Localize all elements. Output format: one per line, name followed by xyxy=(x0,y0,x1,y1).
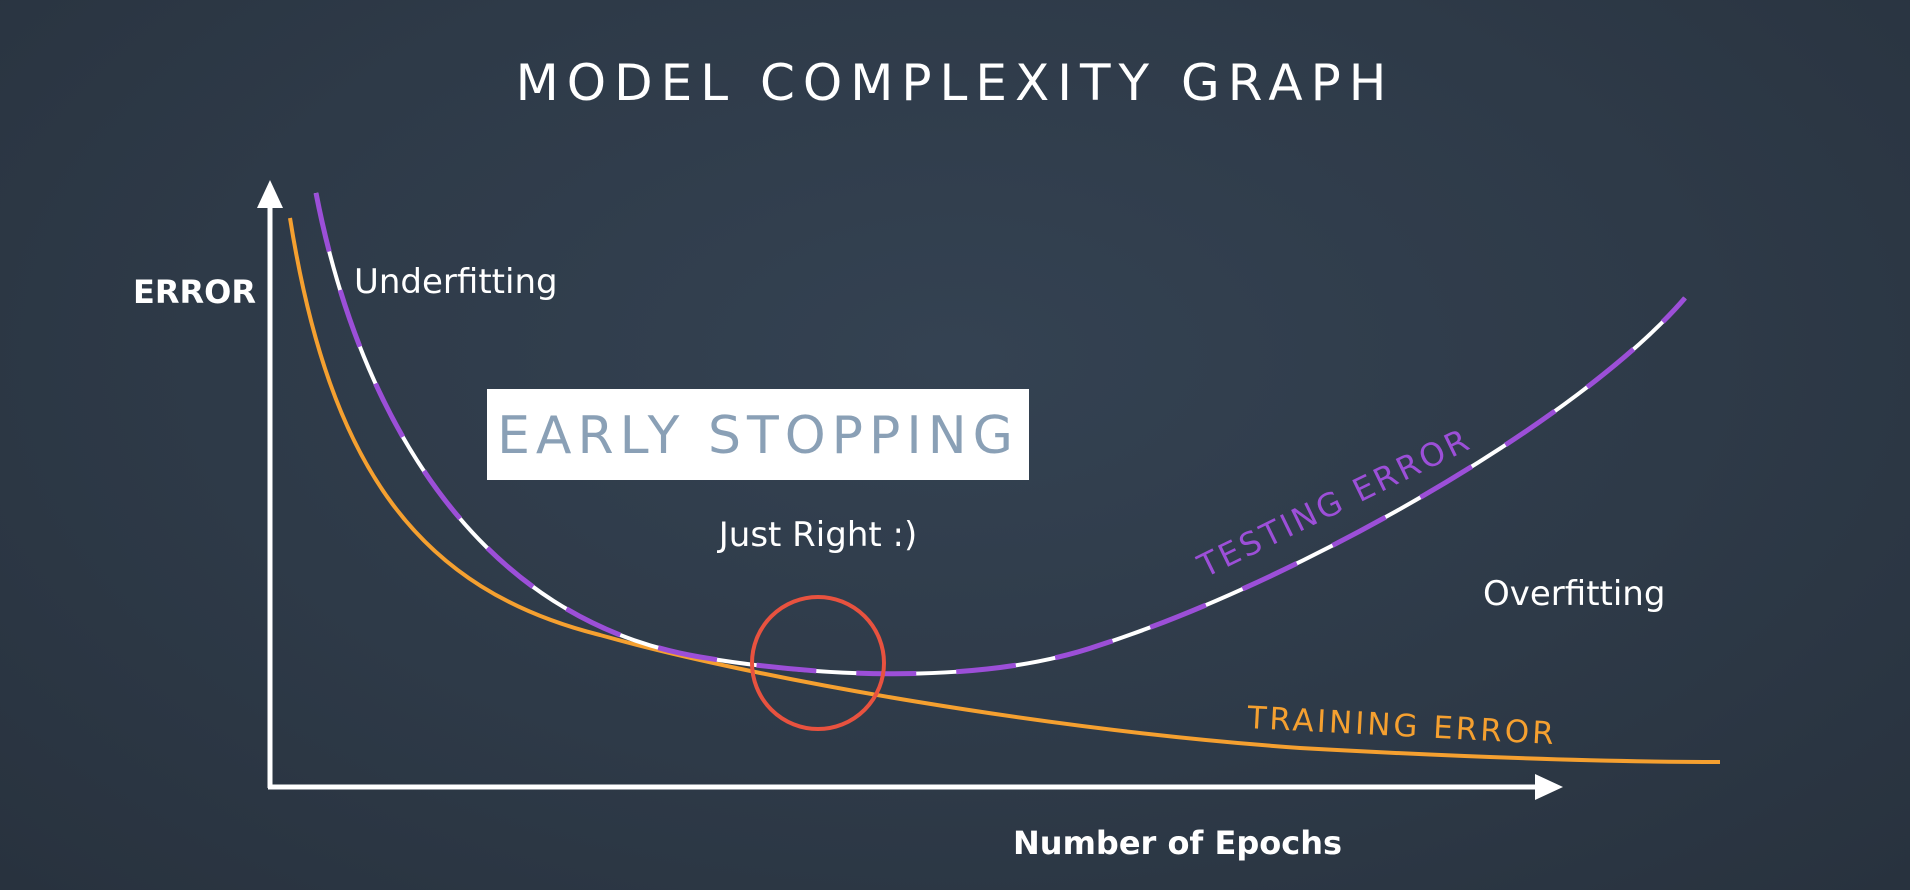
early-stopping-box xyxy=(487,389,1029,480)
training-error-label: TRAINING ERROR xyxy=(1246,700,1558,752)
underfitting-label: Underfitting xyxy=(354,262,558,302)
x-axis-arrowhead xyxy=(1535,774,1563,800)
axes xyxy=(257,180,1563,800)
testing-error-curve xyxy=(313,192,1687,677)
early-stopping-callout: EARLY STOPPING xyxy=(487,389,1029,480)
training-error-curve xyxy=(288,217,1721,764)
early-stopping-marker-circle xyxy=(750,595,886,731)
x-axis-label: Number of Epochs xyxy=(1013,824,1342,862)
y-axis-arrowhead xyxy=(257,180,283,208)
just-right-label: Just Right :) xyxy=(717,515,918,555)
testing-error-curve-dashes xyxy=(313,192,1687,677)
testing-error-label: TESTING ERROR xyxy=(1191,420,1477,586)
diagram-title: MODEL COMPLEXITY GRAPH xyxy=(516,54,1395,112)
overfitting-label: Overfitting xyxy=(1483,574,1665,614)
y-axis-label: ERROR xyxy=(133,273,256,311)
early-stopping-text: EARLY STOPPING xyxy=(497,406,1019,466)
